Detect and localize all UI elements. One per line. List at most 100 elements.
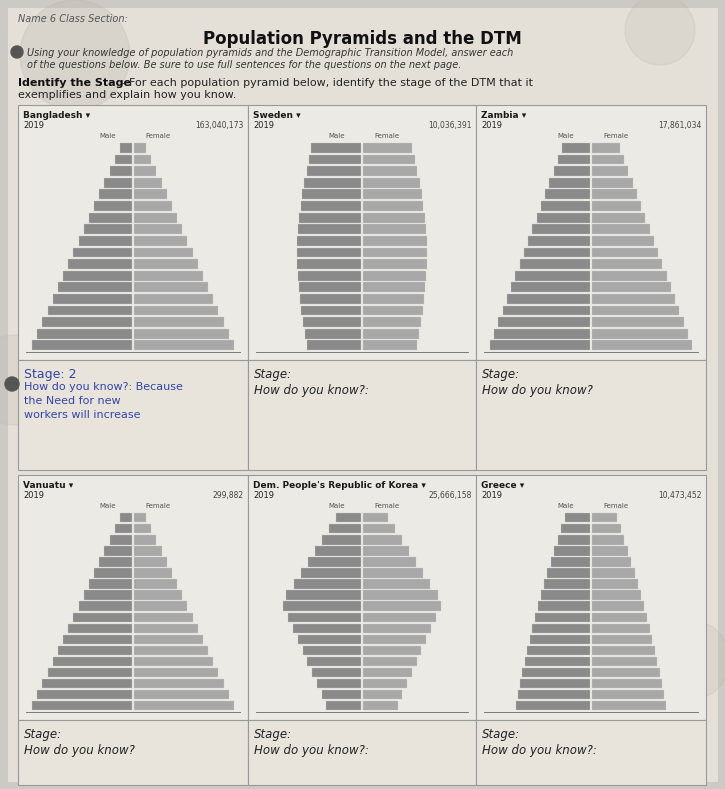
Bar	[363, 178, 420, 188]
Bar	[592, 623, 650, 633]
Text: How do you know?:: How do you know?:	[254, 384, 369, 397]
Bar	[109, 166, 132, 176]
Bar	[299, 213, 361, 222]
Bar	[134, 224, 182, 234]
Text: Female: Female	[146, 503, 170, 509]
Bar	[42, 317, 132, 327]
Bar	[532, 623, 590, 633]
Bar	[363, 294, 424, 304]
Bar	[363, 259, 427, 269]
Bar	[363, 305, 423, 316]
Bar	[301, 201, 361, 211]
Bar	[134, 340, 234, 350]
Bar	[68, 623, 132, 633]
Bar	[134, 535, 157, 544]
Bar	[363, 155, 415, 164]
Bar	[550, 557, 590, 567]
Bar	[307, 166, 361, 176]
Bar	[363, 271, 426, 281]
Bar	[363, 189, 422, 200]
Text: Male: Male	[100, 503, 116, 509]
Bar	[99, 189, 132, 200]
Bar	[515, 271, 590, 281]
Bar	[363, 513, 388, 522]
Bar	[363, 236, 426, 245]
Bar	[592, 590, 641, 600]
Text: Male: Male	[558, 133, 574, 139]
Bar	[18, 720, 248, 785]
Text: How do you know?:: How do you know?:	[254, 744, 369, 757]
Bar	[298, 224, 361, 234]
Bar	[592, 524, 621, 533]
Text: workers will increase: workers will increase	[24, 410, 141, 420]
Text: 25,666,158: 25,666,158	[428, 491, 472, 500]
Bar	[592, 213, 645, 222]
Bar	[134, 634, 203, 644]
Text: Vanuatu ▾: Vanuatu ▾	[23, 481, 73, 490]
Bar	[525, 656, 590, 666]
Circle shape	[650, 620, 725, 700]
Bar	[134, 166, 157, 176]
Bar	[48, 305, 132, 316]
Bar	[134, 305, 218, 316]
Bar	[520, 259, 590, 269]
Bar	[248, 105, 476, 360]
Bar	[308, 557, 361, 567]
Bar	[541, 590, 590, 600]
Bar	[134, 667, 218, 677]
Bar	[363, 524, 395, 533]
Bar	[592, 690, 664, 699]
Bar	[544, 579, 590, 589]
Bar	[104, 178, 132, 188]
Text: Female: Female	[603, 503, 629, 509]
Bar	[18, 360, 248, 470]
Bar	[301, 305, 361, 316]
Bar	[18, 105, 248, 360]
Bar	[592, 701, 666, 710]
Bar	[89, 579, 132, 589]
Bar	[507, 294, 590, 304]
Bar	[562, 143, 590, 153]
Bar	[134, 612, 193, 622]
Bar	[326, 701, 361, 710]
Text: Male: Male	[328, 503, 345, 509]
Text: Female: Female	[603, 133, 629, 139]
Bar	[592, 579, 638, 589]
Bar	[134, 645, 208, 655]
Bar	[592, 236, 654, 245]
Bar	[134, 155, 152, 164]
Bar	[592, 166, 629, 176]
Bar	[134, 178, 162, 188]
Bar	[363, 634, 426, 644]
Bar	[298, 634, 361, 644]
Bar	[592, 294, 675, 304]
Bar	[299, 282, 361, 292]
Bar	[553, 166, 590, 176]
Bar	[134, 690, 229, 699]
Bar	[592, 305, 679, 316]
Bar	[134, 317, 223, 327]
Bar	[490, 340, 590, 350]
Text: How do you know?: Because: How do you know?: Because	[24, 382, 183, 392]
Bar	[134, 189, 167, 200]
Bar	[592, 282, 671, 292]
Text: How do you know?: How do you know?	[482, 384, 593, 397]
Text: Female: Female	[374, 503, 399, 509]
Bar	[109, 535, 132, 544]
Bar	[248, 475, 476, 720]
Bar	[134, 590, 182, 600]
Text: Stage:: Stage:	[482, 368, 520, 381]
Bar	[78, 601, 132, 611]
Bar	[134, 248, 193, 257]
Text: 2019: 2019	[253, 491, 274, 500]
Bar	[592, 189, 637, 200]
Bar	[115, 524, 132, 533]
Text: Name 6 Class Section:: Name 6 Class Section:	[18, 14, 128, 24]
Bar	[134, 568, 172, 578]
Bar	[592, 546, 628, 555]
Bar	[545, 189, 590, 200]
Bar	[293, 623, 361, 633]
Bar	[524, 248, 590, 257]
Bar	[499, 317, 590, 327]
Bar	[115, 155, 132, 164]
